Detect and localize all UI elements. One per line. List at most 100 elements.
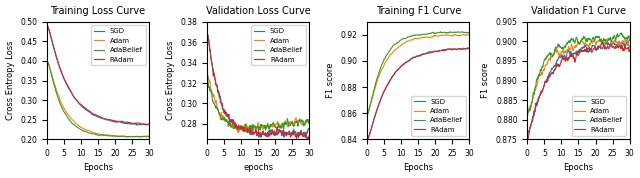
SGD: [289, 131, 297, 133]
Adam: [204, 71, 211, 73]
AdaBelief: [524, 110, 532, 112]
AdaBelief: [104, 135, 111, 137]
RAdam: [524, 138, 532, 140]
RAdam: [584, 47, 592, 49]
Adam: [364, 112, 371, 114]
AdaBelief: [585, 38, 593, 40]
RAdam: [266, 134, 273, 136]
Adam: [364, 111, 371, 113]
RAdam: [204, 32, 211, 34]
RAdam: [524, 138, 531, 140]
Title: Validation Loss Curve: Validation Loss Curve: [205, 6, 310, 15]
SGD: [203, 30, 211, 33]
AdaBelief: [584, 37, 592, 39]
Adam: [586, 44, 594, 46]
X-axis label: Epochs: Epochs: [563, 163, 593, 172]
Line: RAdam: RAdam: [367, 48, 469, 139]
Adam: [104, 134, 111, 136]
RAdam: [136, 122, 143, 124]
RAdam: [296, 134, 304, 136]
RAdam: [456, 47, 464, 49]
AdaBelief: [424, 33, 431, 35]
AdaBelief: [524, 109, 531, 111]
AdaBelief: [465, 32, 473, 34]
Adam: [424, 36, 432, 38]
AdaBelief: [454, 31, 461, 33]
Y-axis label: Cross Entropy Loss: Cross Entropy Loss: [166, 41, 175, 120]
SGD: [610, 41, 618, 43]
SGD: [524, 137, 531, 139]
SGD: [424, 51, 431, 54]
RAdam: [104, 119, 111, 121]
SGD: [129, 122, 137, 125]
Adam: [129, 135, 137, 138]
RAdam: [524, 138, 532, 140]
Line: SGD: SGD: [47, 25, 149, 125]
Adam: [264, 122, 272, 124]
AdaBelief: [264, 125, 272, 127]
Line: SGD: SGD: [367, 48, 469, 140]
Line: AdaBelief: AdaBelief: [527, 33, 630, 112]
RAdam: [426, 52, 434, 54]
AdaBelief: [586, 38, 594, 41]
Line: RAdam: RAdam: [527, 43, 630, 139]
RAdam: [586, 49, 594, 51]
Adam: [305, 119, 313, 122]
Line: SGD: SGD: [527, 40, 630, 138]
SGD: [424, 51, 432, 53]
AdaBelief: [43, 59, 51, 61]
Adam: [296, 120, 304, 122]
SGD: [616, 41, 624, 44]
SGD: [104, 119, 111, 121]
AdaBelief: [136, 136, 143, 138]
RAdam: [611, 46, 618, 49]
RAdam: [305, 135, 313, 137]
SGD: [465, 47, 473, 49]
AdaBelief: [204, 72, 211, 75]
AdaBelief: [129, 135, 137, 138]
Y-axis label: Cross Entropy Loss: Cross Entropy Loss: [6, 41, 15, 120]
Adam: [44, 61, 51, 63]
SGD: [44, 25, 51, 27]
AdaBelief: [456, 31, 464, 33]
Adam: [584, 46, 592, 48]
Adam: [203, 69, 211, 71]
RAdam: [364, 138, 371, 140]
AdaBelief: [266, 124, 274, 126]
RAdam: [264, 133, 272, 135]
Title: Validation F1 Curve: Validation F1 Curve: [531, 6, 626, 15]
Adam: [43, 61, 51, 63]
RAdam: [289, 131, 297, 133]
SGD: [301, 137, 309, 139]
RAdam: [464, 47, 472, 49]
SGD: [364, 139, 371, 141]
Line: Adam: Adam: [47, 62, 149, 137]
Adam: [426, 36, 433, 38]
RAdam: [364, 138, 371, 140]
SGD: [145, 123, 153, 125]
RAdam: [43, 24, 51, 27]
AdaBelief: [290, 123, 298, 125]
Line: SGD: SGD: [207, 32, 309, 138]
SGD: [264, 133, 272, 135]
AdaBelief: [296, 119, 304, 121]
Adam: [234, 132, 242, 134]
Adam: [626, 45, 634, 47]
SGD: [584, 52, 592, 54]
Line: AdaBelief: AdaBelief: [47, 60, 149, 137]
SGD: [626, 39, 634, 41]
AdaBelief: [617, 32, 625, 34]
Adam: [465, 34, 473, 36]
Adam: [584, 46, 592, 48]
Adam: [616, 43, 624, 45]
Legend: SGD, Adam, AdaBelief, RAdam: SGD, Adam, AdaBelief, RAdam: [252, 25, 306, 65]
Adam: [424, 36, 431, 38]
AdaBelief: [123, 136, 131, 138]
RAdam: [143, 124, 151, 126]
SGD: [264, 132, 271, 134]
Legend: SGD, Adam, AdaBelief, RAdam: SGD, Adam, AdaBelief, RAdam: [91, 25, 145, 65]
AdaBelief: [145, 135, 153, 137]
Adam: [290, 125, 298, 128]
RAdam: [203, 29, 211, 31]
AdaBelief: [44, 60, 51, 62]
